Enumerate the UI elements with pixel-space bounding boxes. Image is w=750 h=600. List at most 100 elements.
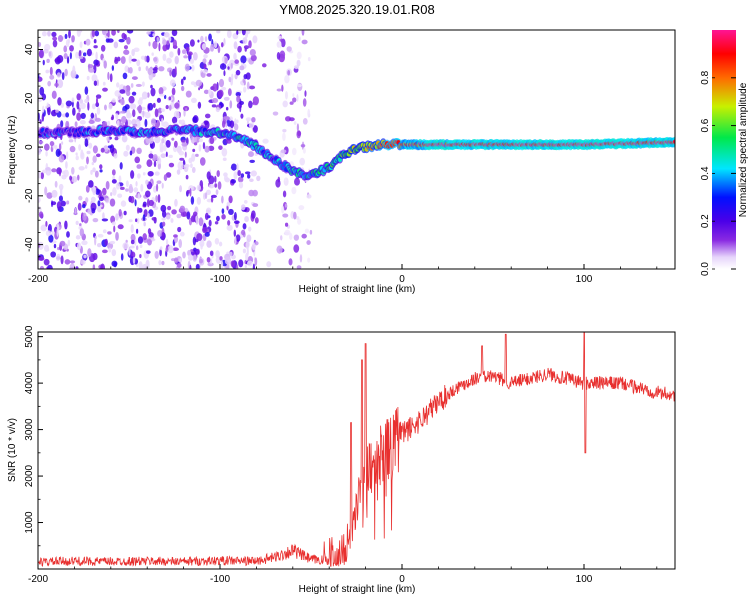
noise-speckle <box>190 135 197 144</box>
noise-speckle <box>246 81 250 90</box>
noise-speckle <box>220 42 224 48</box>
colorbar-gradient <box>712 30 736 269</box>
noise-speckle <box>116 82 120 88</box>
noise-speckle <box>113 153 118 159</box>
noise-speckle <box>249 178 254 182</box>
noise-speckle <box>150 118 156 126</box>
noise-speckle <box>240 55 247 64</box>
noise-speckle <box>233 171 238 180</box>
noise-speckle <box>306 240 311 246</box>
noise-speckle <box>158 87 164 95</box>
noise-speckle <box>293 121 297 125</box>
noise-speckle <box>121 32 126 40</box>
noise-speckle <box>250 54 257 62</box>
noise-speckle <box>176 262 182 268</box>
noise-speckle <box>101 249 108 254</box>
noise-speckle <box>282 132 286 141</box>
noise-speckle <box>151 216 157 221</box>
noise-speckle <box>180 211 187 217</box>
noise-speckle <box>90 169 93 175</box>
noise-speckle <box>188 185 194 192</box>
noise-speckle <box>130 170 135 179</box>
noise-speckle <box>79 223 82 227</box>
noise-speckle <box>195 79 203 87</box>
noise-speckle <box>161 210 167 218</box>
noise-speckle <box>135 83 142 87</box>
noise-speckle <box>173 140 178 148</box>
x-tick-label: -200 <box>28 574 48 585</box>
noise-speckle <box>229 100 233 109</box>
spectrogram-y-axis-label: Frequency (Hz) <box>7 116 18 185</box>
noise-speckle <box>289 101 294 105</box>
noise-speckle <box>138 261 143 269</box>
noise-speckle <box>144 55 147 62</box>
noise-speckle <box>111 98 116 103</box>
noise-speckle <box>68 139 74 143</box>
noise-speckle <box>134 199 137 207</box>
noise-speckle <box>61 72 65 81</box>
noise-speckle <box>64 259 71 265</box>
y-tick-label: 20 <box>24 92 35 104</box>
noise-speckle <box>179 157 185 161</box>
noise-speckle <box>117 224 124 230</box>
noise-speckle <box>53 243 57 249</box>
noise-speckle <box>245 241 250 250</box>
noise-speckle <box>296 51 302 60</box>
noise-speckle <box>88 142 93 149</box>
noise-speckle <box>107 242 114 250</box>
noise-speckle <box>95 97 99 105</box>
noise-speckle <box>252 125 258 133</box>
noise-speckle <box>148 232 154 238</box>
noise-speckle <box>87 64 94 69</box>
noise-speckle <box>230 62 233 69</box>
noise-speckle <box>168 96 172 101</box>
noise-speckle <box>105 180 110 190</box>
noise-speckle <box>55 148 61 157</box>
noise-speckle <box>120 253 124 261</box>
noise-speckle <box>152 40 158 50</box>
noise-speckle <box>161 231 166 241</box>
noise-speckle <box>228 76 232 82</box>
noise-speckle <box>111 179 117 184</box>
noise-speckle <box>181 49 186 55</box>
noise-speckle <box>156 36 160 43</box>
noise-speckle <box>272 111 279 116</box>
noise-speckle <box>208 175 215 185</box>
noise-speckle <box>101 30 107 36</box>
noise-speckle <box>195 263 200 269</box>
noise-speckle <box>190 97 197 104</box>
noise-speckle <box>148 41 151 47</box>
noise-speckle <box>196 184 201 191</box>
noise-speckle <box>174 257 179 264</box>
noise-speckle <box>107 38 114 43</box>
noise-speckle <box>186 189 191 194</box>
noise-speckle <box>248 151 254 158</box>
noise-speckle <box>198 87 201 91</box>
noise-speckle <box>76 112 82 121</box>
noise-speckle <box>94 117 101 122</box>
noise-speckle <box>236 119 239 124</box>
noise-speckle <box>292 97 297 103</box>
noise-speckle <box>165 105 169 110</box>
noise-speckle <box>275 179 281 188</box>
noise-speckle <box>60 102 65 108</box>
noise-speckle <box>71 35 75 43</box>
noise-speckle <box>184 151 187 158</box>
noise-speckle <box>223 116 231 121</box>
noise-speckle <box>64 33 68 39</box>
noise-speckle <box>165 140 171 148</box>
noise-speckle <box>309 229 313 235</box>
noise-speckle <box>165 246 169 253</box>
noise-speckle <box>115 113 119 120</box>
noise-speckle <box>131 48 135 57</box>
noise-speckle <box>78 144 82 151</box>
noise-speckle <box>75 155 79 161</box>
x-tick-label: -100 <box>210 574 230 585</box>
noise-speckle <box>203 63 207 69</box>
noise-speckle <box>156 183 159 192</box>
noise-speckle <box>162 221 166 227</box>
noise-speckle <box>143 221 146 227</box>
noise-speckle <box>165 151 168 158</box>
y-tick-label: 5000 <box>24 325 35 348</box>
colorbar-tick-label: 0.6 <box>700 118 711 132</box>
